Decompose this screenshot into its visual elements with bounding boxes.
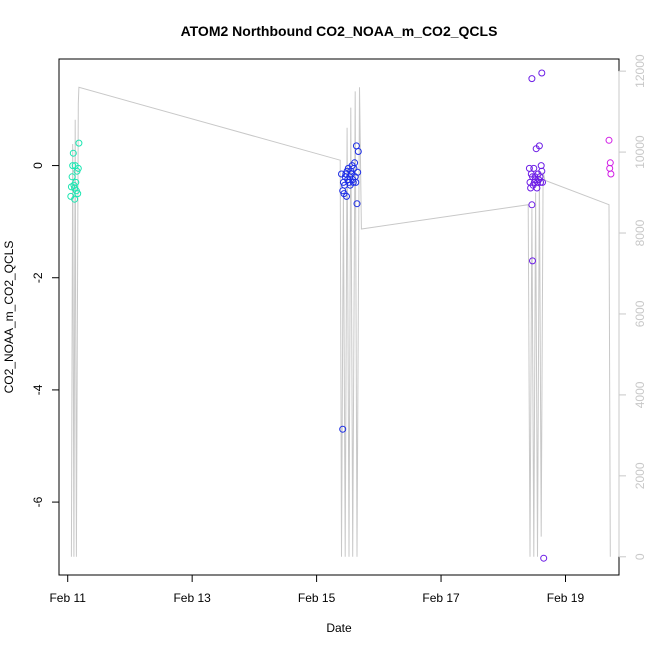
data-point-series-0-1	[68, 173, 76, 181]
data-point-series-0-10	[74, 190, 82, 198]
y2-tick-label-4: 8000	[633, 219, 647, 246]
data-point-series-1-26	[354, 148, 362, 155]
y2-tick-label-2: 4000	[633, 381, 647, 408]
x-tick-label-4: Feb 19	[547, 591, 585, 605]
x-axis: Feb 11 Feb 13 Feb 15 Feb 17 Feb 19	[49, 574, 585, 605]
x-axis-label: Date	[326, 621, 352, 635]
data-point-series-2-22	[528, 75, 536, 83]
x-tick-label-1: Feb 13	[173, 591, 211, 605]
data-point-series-2-24	[529, 257, 536, 265]
y2-tick-label-6: 12000	[633, 54, 647, 88]
data-point-series-0-3	[69, 149, 77, 157]
chart-title: ATOM2 Northbound CO2_NOAA_m_CO2_QCLS	[181, 23, 498, 39]
data-point-series-1-20	[351, 159, 359, 167]
data-point-series-1-24	[353, 200, 361, 208]
y-tick-label-1: -4	[31, 384, 45, 395]
data-point-series-2-23	[538, 69, 546, 77]
y2-tick-label-3: 6000	[633, 300, 647, 327]
y-tick-label-0: -6	[31, 496, 45, 507]
data-point-series-0-12	[75, 139, 83, 147]
data-point-series-0-11	[74, 164, 82, 172]
y-axis-label: CO2_NOAA_m_CO2_QCLS	[2, 241, 16, 394]
data-point-series-3-2	[606, 159, 614, 167]
data-point-series-0-7	[72, 178, 80, 186]
data-point-series-2-18	[537, 178, 545, 186]
y2-tick-label-1: 2000	[633, 462, 647, 489]
x-tick-label-0: Feb 11	[49, 591, 86, 605]
points-layer	[67, 69, 615, 562]
y-tick-label-3: 0	[31, 162, 45, 169]
data-point-series-3-3	[607, 170, 615, 178]
x-tick-label-2: Feb 15	[298, 591, 336, 605]
x-tick-label-3: Feb 17	[422, 591, 460, 605]
data-point-series-2-20	[538, 167, 546, 175]
data-point-series-1-22	[352, 178, 360, 186]
data-point-series-0-14	[71, 195, 79, 203]
data-point-series-2-21	[539, 178, 546, 186]
y2-axis-altitude: 0 2000 4000 6000 8000 10000 12000	[618, 54, 647, 560]
data-point-series-2-7	[530, 164, 538, 172]
y2-tick-label-0: 0	[633, 553, 647, 560]
data-point-series-0-2	[69, 162, 77, 170]
data-point-series-3-0	[605, 136, 613, 144]
y2-tick-label-5: 10000	[633, 135, 647, 169]
data-point-series-1-7	[343, 192, 350, 200]
data-point-series-2-4	[528, 201, 536, 209]
data-point-series-1-25	[354, 168, 362, 176]
data-point-series-1-27	[339, 425, 347, 433]
data-point-series-2-25	[540, 554, 548, 562]
data-point-series-2-16	[535, 142, 543, 150]
data-point-series-0-13	[67, 183, 75, 191]
y-tick-label-2: -2	[31, 272, 45, 283]
y-axis: -6 -4 -2 0	[31, 162, 60, 507]
